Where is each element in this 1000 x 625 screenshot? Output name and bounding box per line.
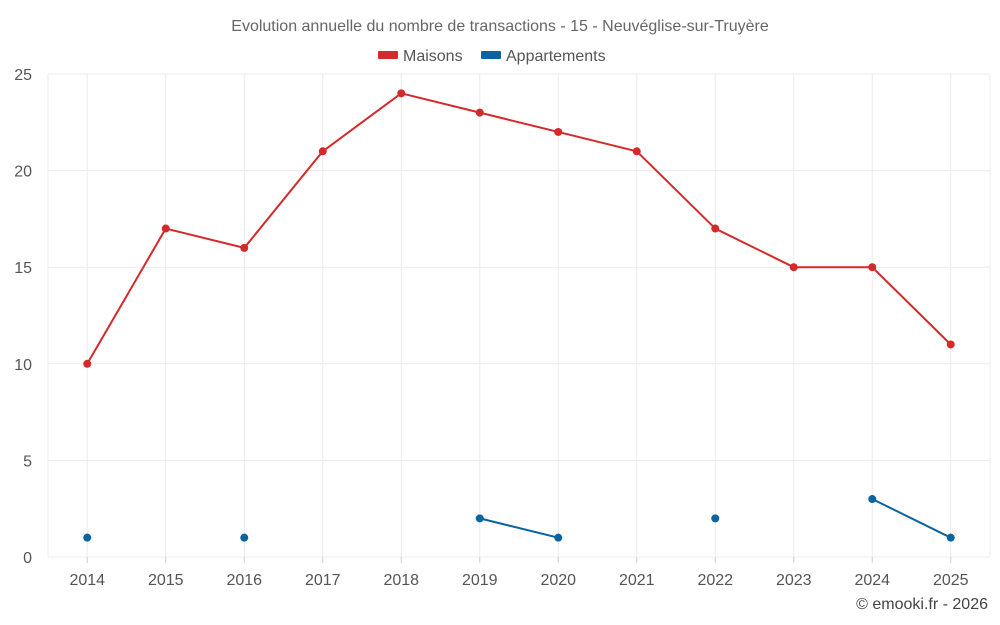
- data-point-maisons-2014[interactable]: Maisons 2014: 10: [83, 359, 92, 368]
- data-point-maisons-2015[interactable]: Maisons 2015: 17: [161, 224, 170, 233]
- legend: Maisons Appartements: [378, 48, 606, 65]
- legend-swatch-appartements: [481, 51, 501, 59]
- legend-label-maisons: Maisons: [403, 48, 463, 65]
- data-point-appartements-2016[interactable]: Appartements 2016: 1: [240, 533, 249, 542]
- data-point-maisons-2021[interactable]: Maisons 2021: 21: [632, 147, 641, 156]
- data-point-maisons-2020[interactable]: Maisons 2020: 22: [554, 127, 563, 136]
- x-tick-label-2024: 2024: [854, 572, 890, 589]
- x-tick-label-2022: 2022: [697, 572, 733, 589]
- series-appartements: Appartements 2014: 1 Appartements 2016: 1…: [83, 495, 955, 542]
- y-tick-label-10: 10: [14, 357, 32, 374]
- x-tick-label-2023: 2023: [776, 572, 812, 589]
- series-maisons: Maisons 2014: 10 Maisons 2015: 17 Maisons …: [83, 89, 955, 368]
- x-tick-label-2018: 2018: [383, 572, 419, 589]
- x-tick-label-2015: 2015: [148, 572, 184, 589]
- y-tick-label-20: 20: [14, 164, 32, 181]
- data-point-maisons-2023[interactable]: Maisons 2023: 15: [789, 263, 798, 272]
- x-tick-label-2016: 2016: [226, 572, 262, 589]
- data-point-maisons-2018[interactable]: Maisons 2018: 24: [397, 89, 406, 98]
- data-point-maisons-2025[interactable]: Maisons 2025: 11: [946, 340, 955, 349]
- data-point-appartements-2025[interactable]: Appartements 2025: 1: [946, 533, 955, 542]
- data-point-appartements-2024[interactable]: Appartements 2024: 3: [868, 495, 877, 504]
- series-line-maisons-0: [86, 92, 952, 365]
- data-point-maisons-2024[interactable]: Maisons 2024: 15: [868, 263, 877, 272]
- data-point-appartements-2020[interactable]: Appartements 2020: 1: [554, 533, 563, 542]
- data-point-appartements-2014[interactable]: Appartements 2014: 1: [83, 533, 92, 542]
- credit-text: © emooki.fr - 2026: [856, 596, 988, 613]
- legend-label-appartements: Appartements: [506, 48, 606, 65]
- series-line-appartements-0: [479, 517, 559, 539]
- y-tick-label-0: 0: [23, 550, 32, 567]
- x-tick-label-2025: 2025: [933, 572, 969, 589]
- y-tick-label-15: 15: [14, 260, 32, 277]
- legend-item-appartements[interactable]: Appartements: [481, 48, 606, 65]
- data-point-maisons-2017[interactable]: Maisons 2017: 21: [318, 147, 327, 156]
- data-point-appartements-2019[interactable]: Appartements 2019: 2: [475, 514, 484, 523]
- y-tick-label-5: 5: [23, 453, 32, 470]
- legend-item-maisons[interactable]: Maisons: [378, 48, 463, 65]
- data-point-maisons-2016[interactable]: Maisons 2016: 16: [240, 243, 249, 252]
- y-axis: 0 5 10 15 20 25: [14, 67, 32, 567]
- data-point-maisons-2022[interactable]: Maisons 2022: 17: [711, 224, 720, 233]
- x-tick-label-2021: 2021: [619, 572, 655, 589]
- chart-title: Evolution annuelle du nombre de transact…: [231, 18, 769, 35]
- series-line-appartements-1: [871, 498, 952, 539]
- gridlines: [47, 73, 991, 558]
- x-tick-label-2020: 2020: [540, 572, 576, 589]
- x-tick-label-2019: 2019: [462, 572, 498, 589]
- x-tick-label-2014: 2014: [69, 572, 105, 589]
- x-tick-label-2017: 2017: [305, 572, 341, 589]
- data-point-maisons-2019[interactable]: Maisons 2019: 23: [475, 108, 484, 117]
- data-point-appartements-2022[interactable]: Appartements 2022: 2: [711, 514, 720, 523]
- legend-swatch-maisons: [378, 51, 398, 59]
- x-axis: 2014 2015 2016 2017 2018 2019 2020 2021 2022 2023…: [69, 557, 969, 589]
- plot-area: Maisons 2014: 10 Maisons 2015: 17 Maisons …: [83, 89, 955, 542]
- y-tick-label-25: 25: [14, 67, 32, 84]
